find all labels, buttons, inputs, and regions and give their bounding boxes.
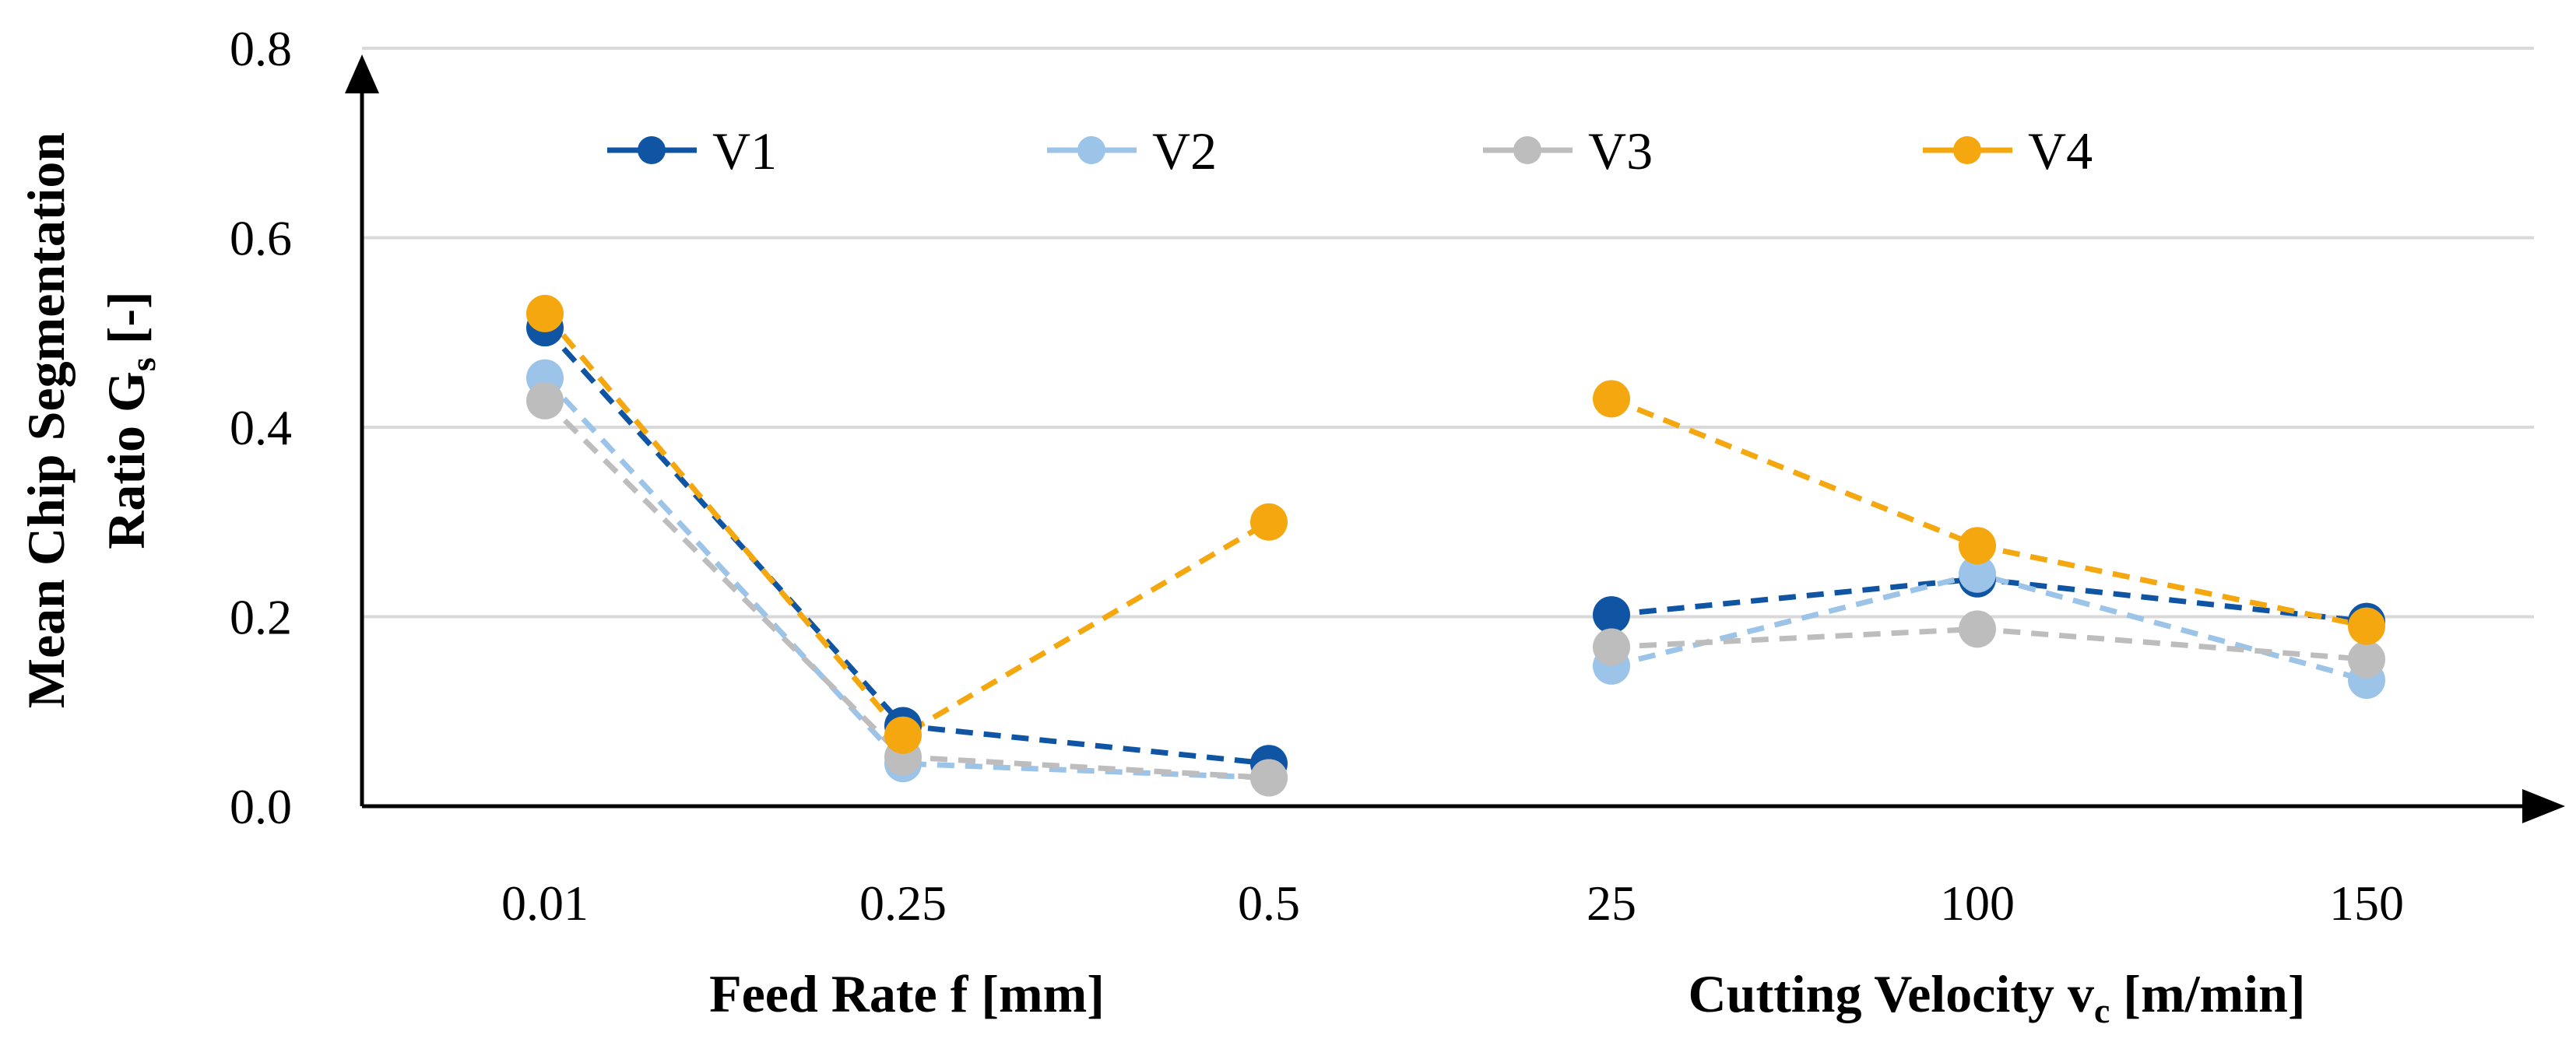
data-point-v4 xyxy=(1593,380,1630,418)
series-line-v2 xyxy=(543,376,1270,781)
data-point-v2 xyxy=(1959,555,1996,593)
x-tick-label: 0.25 xyxy=(859,875,947,931)
labels: 0.0 0.2 0.4 0.6 0.8 0.01 0.25 0.5 25 100 150 Feed R… xyxy=(16,21,2404,1030)
data-point-v3 xyxy=(526,381,564,419)
data-point-v4 xyxy=(1250,503,1288,541)
data-point-v3 xyxy=(1593,628,1630,666)
y-axis-title: Mean Chip Segmentation xyxy=(16,132,76,708)
legend-marker-v4 xyxy=(1953,136,1981,164)
data-point-v4 xyxy=(1959,527,1996,565)
x-tick-label: 100 xyxy=(1940,875,2015,931)
y-tick-label: 0.2 xyxy=(230,590,292,645)
x-tick-label: 0.5 xyxy=(1238,875,1300,931)
data-point-v4 xyxy=(2348,607,2385,645)
data-point-v4 xyxy=(884,716,922,754)
legend-marker-v1 xyxy=(638,136,666,164)
data-point-v1 xyxy=(1593,596,1630,634)
y-axis-arrow-icon xyxy=(345,54,379,93)
y-tick-label: 0.4 xyxy=(230,400,292,455)
data-point-v3 xyxy=(2348,640,2385,679)
x-axis-title: Feed Rate f [mm] xyxy=(709,964,1105,1023)
legend-marker-v2 xyxy=(1077,136,1105,164)
data-point-v4 xyxy=(526,294,564,332)
legend-label-v2: V2 xyxy=(1152,121,1217,181)
x-tick-label: 0.01 xyxy=(501,875,589,931)
legend-label-v1: V1 xyxy=(712,121,777,181)
axes xyxy=(345,54,2565,823)
x-tick-label: 25 xyxy=(1587,875,1636,931)
series-line-v4 xyxy=(543,311,1270,739)
x-axis-arrow-icon xyxy=(2522,789,2565,823)
data-point-v3 xyxy=(1959,610,1996,648)
series-line-v1 xyxy=(543,325,1270,767)
legend-label-v3: V3 xyxy=(1588,121,1653,181)
legend-marker-v3 xyxy=(1513,136,1541,164)
legend: V1 V2 V3 V4 xyxy=(607,121,2093,181)
legend-label-v4: V4 xyxy=(2028,121,2093,181)
y-tick-label: 0.8 xyxy=(230,21,292,76)
y-axis-title: Ratio Gs [-] xyxy=(97,291,163,549)
series-layer xyxy=(526,294,2385,797)
x-tick-label: 150 xyxy=(2329,875,2404,931)
y-tick-label: 0.0 xyxy=(230,779,292,834)
data-point-v3 xyxy=(1250,759,1288,797)
gridlines xyxy=(362,47,2534,619)
y-tick-label: 0.6 xyxy=(230,211,292,266)
x-axis-title: Cutting Velocity vc [m/min] xyxy=(1689,964,2306,1030)
